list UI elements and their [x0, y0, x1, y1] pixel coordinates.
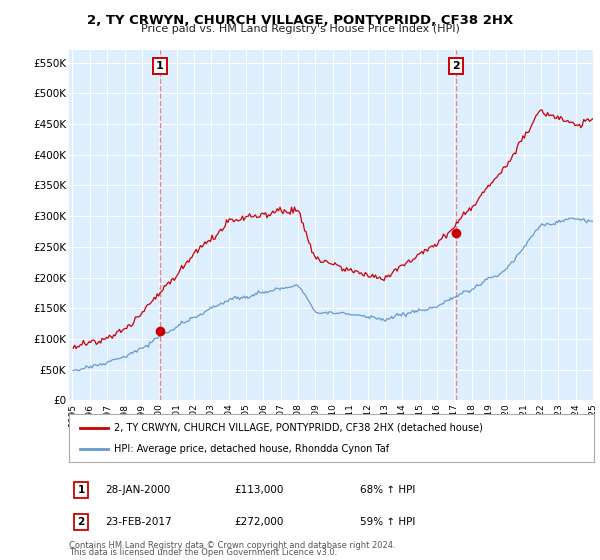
- Text: 28-JAN-2000: 28-JAN-2000: [105, 485, 170, 495]
- Text: HPI: Average price, detached house, Rhondda Cynon Taf: HPI: Average price, detached house, Rhon…: [113, 444, 389, 454]
- Text: 2: 2: [452, 61, 460, 71]
- Text: 59% ↑ HPI: 59% ↑ HPI: [360, 517, 415, 527]
- Text: Price paid vs. HM Land Registry's House Price Index (HPI): Price paid vs. HM Land Registry's House …: [140, 24, 460, 34]
- Text: 23-FEB-2017: 23-FEB-2017: [105, 517, 172, 527]
- Text: This data is licensed under the Open Government Licence v3.0.: This data is licensed under the Open Gov…: [69, 548, 337, 557]
- Text: Contains HM Land Registry data © Crown copyright and database right 2024.: Contains HM Land Registry data © Crown c…: [69, 541, 395, 550]
- Text: 68% ↑ HPI: 68% ↑ HPI: [360, 485, 415, 495]
- Text: 1: 1: [77, 485, 85, 495]
- Text: 2: 2: [77, 517, 85, 527]
- Text: 2, TY CRWYN, CHURCH VILLAGE, PONTYPRIDD, CF38 2HX (detached house): 2, TY CRWYN, CHURCH VILLAGE, PONTYPRIDD,…: [113, 423, 482, 433]
- Text: £113,000: £113,000: [234, 485, 283, 495]
- Text: 1: 1: [156, 61, 164, 71]
- Text: 2, TY CRWYN, CHURCH VILLAGE, PONTYPRIDD, CF38 2HX: 2, TY CRWYN, CHURCH VILLAGE, PONTYPRIDD,…: [87, 14, 513, 27]
- Text: £272,000: £272,000: [234, 517, 283, 527]
